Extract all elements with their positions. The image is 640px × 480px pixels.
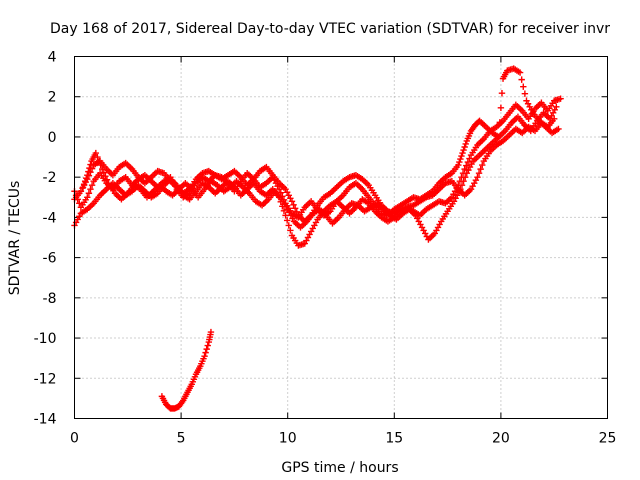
data-point [457,186,464,193]
data-point [100,169,108,176]
series-track-5 [158,328,215,412]
y-tick-label: -14 [34,412,57,428]
data-point [518,76,525,83]
data-point [460,146,467,154]
y-tick-label: -12 [34,371,57,387]
y-tick-label: 4 [48,50,57,66]
data-point [461,173,469,181]
data-point [290,201,297,209]
y-tick-label: -6 [43,251,57,267]
data-point [291,205,299,212]
y-tick-label: 0 [48,130,57,146]
data-point [287,227,294,234]
data-point [275,186,283,193]
data-point [84,194,91,201]
y-tick-label: -2 [43,170,57,186]
data-point [202,349,209,356]
data-point [102,172,109,180]
data-point [463,162,470,169]
data-point [92,149,100,157]
y-tick-label: 2 [48,90,57,106]
data-point [520,83,527,90]
data-point [474,173,481,181]
data-point [204,342,211,349]
data-point [555,125,562,133]
data-point [288,198,296,205]
data-point [201,352,208,360]
data-point [293,208,300,216]
data-point [87,161,94,168]
x-tick-label: 5 [177,431,186,447]
data-point [280,207,288,215]
series-track-1 [71,103,560,221]
y-axis-label: SDTVAR / TECUs [7,181,23,296]
data-point [85,190,93,197]
x-tick-label: 20 [492,431,510,447]
data-point [495,133,502,141]
data-point [462,140,469,148]
data-point [553,103,560,110]
data-point [203,345,210,353]
y-tick-label: -8 [43,291,57,307]
x-tick-label: 25 [599,431,617,447]
data-points [71,65,564,412]
data-point [457,155,464,163]
chart-title: Day 168 of 2017, Sidereal Day-to-day VTE… [50,21,610,37]
data-point [84,171,91,179]
data-point [83,174,90,182]
data-point [497,104,505,111]
series-track-4 [79,65,562,243]
data-point [85,168,92,175]
data-point [285,222,292,229]
data-point [86,164,93,172]
data-point [496,119,504,126]
series-track-3 [71,95,564,225]
data-point [283,217,291,224]
data-point [88,182,96,189]
grid-lines [74,56,608,419]
data-point [461,143,468,151]
data-point [458,182,466,189]
data-point [87,186,94,193]
data-point [207,328,215,336]
data-point [458,152,465,160]
data-point [94,153,101,161]
data-point [103,176,111,183]
data-point [516,69,524,76]
data-point [81,177,89,185]
data-point [498,90,506,97]
data-point [95,157,103,165]
data-point [479,161,486,169]
data-point [477,165,484,173]
data-point [99,165,106,173]
x-tick-label: 0 [70,431,79,447]
y-tick-label: -10 [34,331,57,347]
data-point [97,161,104,169]
data-point [79,184,87,191]
data-point [464,158,472,166]
x-tick-label: 15 [385,431,403,447]
data-point [466,155,473,162]
data-point [456,158,463,166]
x-axis-label: GPS time / hours [281,460,398,476]
data-point [551,115,558,123]
data-point [460,177,467,185]
x-tick-label: 10 [279,431,297,447]
data-point [80,181,88,188]
data-point [459,149,466,157]
plot-frame [74,56,608,419]
data-point [521,90,529,97]
y-tick-label: -4 [43,210,57,226]
data-point [455,161,462,169]
data-point [475,169,483,177]
data-point [461,165,468,173]
data-point [557,95,564,102]
